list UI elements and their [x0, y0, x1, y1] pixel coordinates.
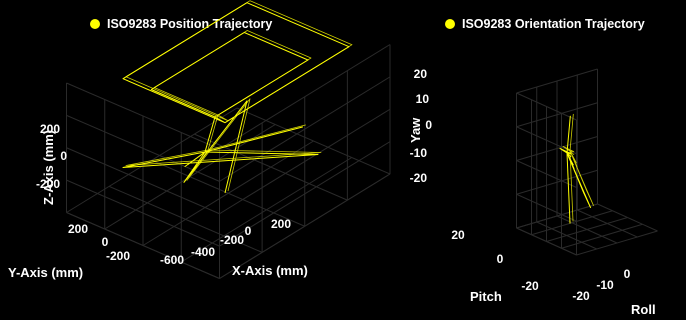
zaxis-tick-label: -10 — [410, 146, 428, 160]
yaxis-tick-label: -20 — [521, 279, 539, 293]
legend-marker-orientation — [445, 19, 455, 29]
wall-gridline — [66, 82, 220, 150]
yaxis-tick-label: 0 — [102, 235, 109, 249]
zaxis-tick-label: 20 — [414, 67, 428, 81]
xaxis-label: X-Axis (mm) — [232, 263, 308, 278]
floor-gridline — [536, 221, 597, 250]
yaxis-tick-label: 20 — [451, 228, 465, 242]
xaxis-tick-label: -200 — [220, 233, 244, 247]
floor-gridline — [516, 227, 577, 256]
xaxis-tick-label: -600 — [160, 253, 184, 267]
orientation-trajectory-chart: ISO9283 Orientation Trajectory -20 -10 0 20… — [408, 17, 658, 317]
wall-gridline — [219, 76, 391, 182]
zaxis-tick-label: 200 — [40, 122, 60, 136]
trajectory-line-0 — [559, 115, 591, 224]
trajectory-line-repeat-0 — [562, 113, 594, 222]
xaxis-tick-label: -400 — [191, 245, 215, 259]
xaxis-tick-label: 0 — [624, 267, 631, 281]
floor-gridline — [219, 173, 391, 279]
xaxis-tick-label: 200 — [271, 217, 291, 231]
xaxis-tick-label: -20 — [572, 289, 590, 303]
pitch-axis-label: Pitch — [470, 289, 502, 304]
wall-gridline — [516, 126, 577, 155]
legend-position-label: ISO9283 Position Trajectory — [107, 17, 272, 31]
floor-gridline — [516, 203, 598, 229]
trajectory-line-0 — [122, 2, 350, 194]
wall-gridline — [516, 92, 577, 121]
yaxis-tick-label: 200 — [68, 222, 88, 236]
trajectory-line-repeat-0 — [125, 0, 353, 192]
floor-gridline — [108, 185, 263, 253]
floor-gridline — [531, 210, 613, 236]
yaxis-tick-label: -200 — [106, 249, 130, 263]
wall-gridline — [516, 68, 598, 94]
floor-gridline — [142, 140, 314, 246]
zaxis-tick-label: -20 — [410, 171, 428, 185]
zaxis-tick-label: 10 — [416, 92, 430, 106]
legend-marker-position — [90, 19, 100, 29]
floor-gridline — [556, 215, 618, 244]
floor-gridline — [66, 212, 220, 279]
yaxis-label: Y-Axis (mm) — [8, 265, 83, 280]
roll-axis-label: Roll — [631, 302, 656, 317]
floor-gridline — [180, 157, 353, 263]
position-trajectory-chart: ISO9283 Position Trajectory -600 -400 -200… — [8, 0, 391, 280]
xaxis-tick-label: 0 — [245, 224, 252, 238]
zaxis-tick-label: 0 — [425, 118, 432, 132]
yaw-axis-label: Yaw — [408, 117, 423, 143]
wall-gridline — [219, 44, 391, 150]
zaxis-tick-label: 0 — [60, 149, 67, 163]
legend-orientation-label: ISO9283 Orientation Trajectory — [462, 17, 645, 31]
wall-gridline — [516, 102, 598, 128]
zaxis-tick-label: -200 — [36, 177, 60, 191]
zaxis-label: Z-Axis (mm) — [41, 130, 56, 205]
xaxis-tick-label: -10 — [596, 278, 614, 292]
yaxis-tick-label: 0 — [497, 252, 504, 266]
